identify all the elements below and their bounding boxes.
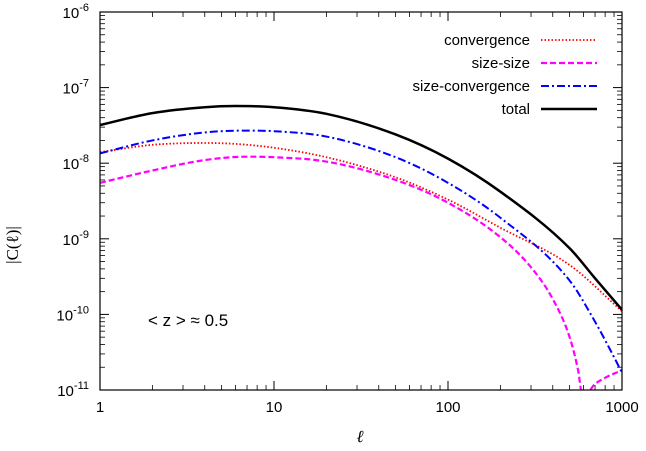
x-tick-label: 1000 bbox=[605, 399, 638, 416]
y-tick-label: 10-10 bbox=[56, 304, 89, 324]
legend-label-convergence: convergence bbox=[444, 32, 530, 49]
legend-label-total: total bbox=[502, 101, 530, 118]
series-line-size-size bbox=[100, 155, 622, 390]
plot-layer bbox=[100, 104, 622, 390]
axis-layer: 1 10 100 1000 10-11 10-10 10-9 10-8 10-7 10-6 bbox=[56, 2, 638, 416]
x-tick-label: 100 bbox=[435, 399, 460, 416]
series-line-convergence bbox=[100, 142, 622, 312]
plot-frame bbox=[99, 11, 623, 391]
y-tick-label: 10-8 bbox=[63, 153, 89, 173]
x-tick-label: 10 bbox=[266, 399, 283, 416]
legend-label-size-convergence: size-convergence bbox=[412, 78, 530, 95]
legend-label-size-size: size-size bbox=[472, 55, 530, 72]
series-line-size-convergence bbox=[100, 129, 622, 374]
legend: convergence size-size size-convergence tota… bbox=[412, 32, 597, 118]
y-axis-label: |C(ℓ)| bbox=[3, 226, 22, 264]
x-tick-label: 1 bbox=[96, 399, 104, 416]
y-tick-label: 10-11 bbox=[57, 380, 89, 400]
y-tick-label: 10-6 bbox=[63, 2, 89, 22]
series-line-total bbox=[100, 104, 622, 311]
y-tick-label: 10-9 bbox=[63, 229, 89, 249]
y-tick-label: 10-7 bbox=[63, 78, 89, 98]
x-axis-label: ℓ bbox=[356, 427, 363, 446]
chart-annotation: < z > ≈ 0.5 bbox=[148, 311, 228, 330]
